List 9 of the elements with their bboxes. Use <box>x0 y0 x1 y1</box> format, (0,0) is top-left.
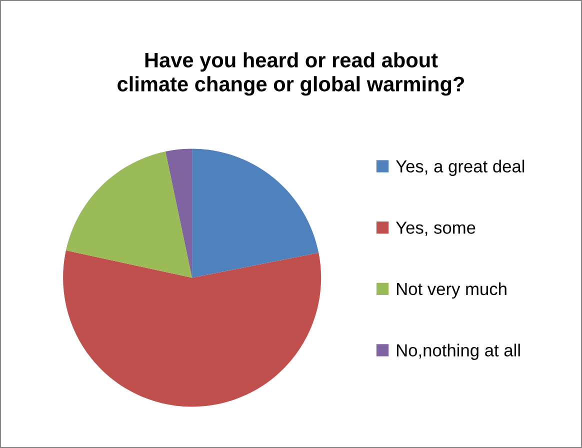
pie-slice <box>166 148 192 278</box>
legend-label: Yes, a great deal <box>396 160 524 176</box>
chart-title: Have you heard or read about climate change or global warming? <box>118 52 464 96</box>
pie-slice <box>192 148 319 278</box>
legend-label: Yes, some <box>396 222 476 236</box>
legend-label: Not very much <box>396 282 506 299</box>
pie-slice <box>63 250 322 407</box>
pie-slice <box>66 152 192 278</box>
legend-label: No,nothing at all <box>396 344 520 360</box>
